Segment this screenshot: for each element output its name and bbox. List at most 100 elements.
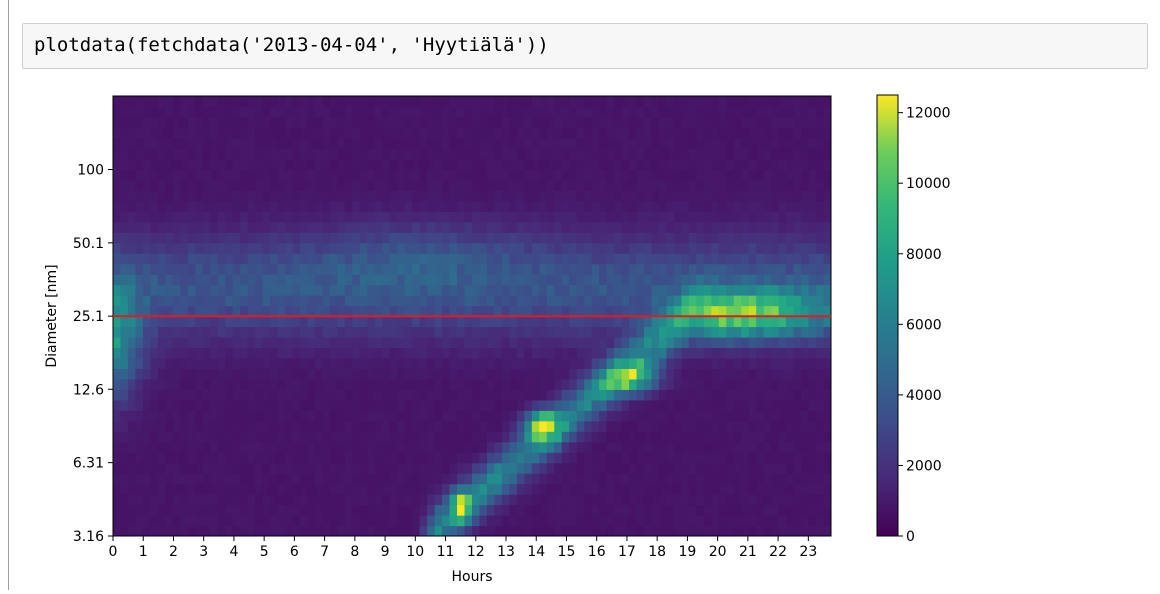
heatmap-cell — [801, 242, 810, 254]
heatmap-cell — [546, 347, 555, 359]
heatmap-cell — [516, 158, 525, 170]
code-cell[interactable]: plotdata(fetchdata('2013-04-04', 'Hyytiä… — [22, 23, 1148, 69]
heatmap-cell — [157, 357, 166, 369]
heatmap-cell — [412, 295, 421, 307]
heatmap-cell — [576, 399, 585, 411]
heatmap-cell — [232, 316, 241, 328]
heatmap-cell — [703, 200, 712, 212]
heatmap-cell — [509, 274, 518, 286]
heatmap-cell — [382, 263, 391, 275]
heatmap-cell — [329, 473, 338, 485]
heatmap-cell — [442, 431, 451, 443]
heatmap-cell — [756, 106, 765, 118]
heatmap-cell — [681, 127, 690, 139]
heatmap-cell — [539, 221, 548, 233]
heatmap-cell — [142, 127, 151, 139]
heatmap-cell — [808, 242, 817, 254]
heatmap-cell — [434, 357, 443, 369]
heatmap-cell — [576, 116, 585, 129]
heatmap-cell — [509, 137, 518, 149]
heatmap-cell — [322, 211, 331, 223]
heatmap-cell — [419, 316, 428, 328]
heatmap-cell — [516, 410, 525, 422]
heatmap-cell — [262, 127, 271, 139]
heatmap-cell — [442, 420, 451, 432]
heatmap-cell — [135, 148, 144, 160]
heatmap-cell — [786, 179, 795, 191]
heatmap-cell — [397, 326, 406, 338]
heatmap-cell — [636, 336, 645, 349]
heatmap-cell — [344, 389, 353, 401]
heatmap-cell — [546, 253, 555, 265]
heatmap-cell — [434, 368, 443, 380]
heatmap-cell — [494, 106, 503, 118]
heatmap-cell — [479, 137, 488, 149]
heatmap-cell — [419, 179, 428, 191]
heatmap-cell — [247, 441, 256, 453]
heatmap-cell — [270, 515, 279, 527]
heatmap-cell — [285, 473, 294, 485]
heatmap-cell — [516, 148, 525, 160]
heatmap-cell — [681, 515, 690, 527]
heatmap-cell — [457, 420, 466, 432]
heatmap-cell — [494, 378, 503, 390]
heatmap-cell — [771, 242, 780, 254]
heatmap-cell — [666, 473, 675, 485]
heatmap-cell — [397, 525, 406, 536]
heatmap-cell — [786, 137, 795, 149]
heatmap-cell — [718, 525, 727, 536]
heatmap-cell — [464, 357, 473, 369]
heatmap-cell — [434, 399, 443, 411]
heatmap-cell — [629, 169, 638, 181]
heatmap-cell — [718, 232, 727, 244]
heatmap-cell — [696, 274, 705, 286]
heatmap-cell — [120, 410, 129, 422]
heatmap-cell — [778, 336, 787, 349]
heatmap-cell — [464, 515, 473, 527]
heatmap-cell — [636, 431, 645, 443]
heatmap-cell — [187, 211, 196, 223]
heatmap-cell — [763, 431, 772, 443]
heatmap-cell — [292, 295, 301, 307]
heatmap-cell — [142, 211, 151, 223]
heatmap-cell — [681, 137, 690, 149]
heatmap-cell — [644, 515, 653, 527]
heatmap-cell — [442, 525, 451, 536]
heatmap-cell — [427, 137, 436, 149]
heatmap-cell — [277, 232, 286, 244]
heatmap-cell — [651, 441, 660, 453]
heatmap-cell — [561, 179, 570, 191]
heatmap-cell — [397, 96, 406, 108]
heatmap-cell — [771, 148, 780, 160]
heatmap-cell — [599, 263, 608, 275]
heatmap-cell — [202, 316, 211, 328]
heatmap-cell — [374, 494, 383, 506]
heatmap-cell — [449, 326, 458, 338]
heatmap-cell — [763, 483, 772, 495]
heatmap-cell — [531, 179, 540, 191]
heatmap-cell — [666, 158, 675, 170]
heatmap-cell — [359, 347, 368, 359]
heatmap-cell — [688, 211, 697, 223]
heatmap-cell — [180, 295, 189, 307]
heatmap-cell — [172, 232, 181, 244]
heatmap-cell — [299, 347, 309, 359]
heatmap-cell — [816, 274, 825, 286]
heatmap-cell — [651, 336, 660, 349]
heatmap-cell — [509, 504, 518, 516]
heatmap-cell — [307, 389, 316, 401]
heatmap-cell — [195, 274, 204, 286]
heatmap-cell — [808, 200, 817, 212]
heatmap-cell — [771, 232, 780, 244]
heatmap-cell — [307, 431, 316, 443]
heatmap-cell — [793, 410, 802, 422]
code-cell-source[interactable]: plotdata(fetchdata('2013-04-04', 'Hyytiä… — [34, 34, 549, 56]
heatmap-cell — [449, 263, 458, 275]
heatmap-cell — [344, 232, 353, 244]
heatmap-cell — [494, 420, 503, 432]
heatmap-cell — [808, 137, 817, 149]
heatmap-cell — [299, 357, 309, 369]
heatmap-cell — [561, 284, 570, 296]
heatmap-cell — [314, 420, 324, 432]
heatmap-cell — [793, 295, 802, 307]
